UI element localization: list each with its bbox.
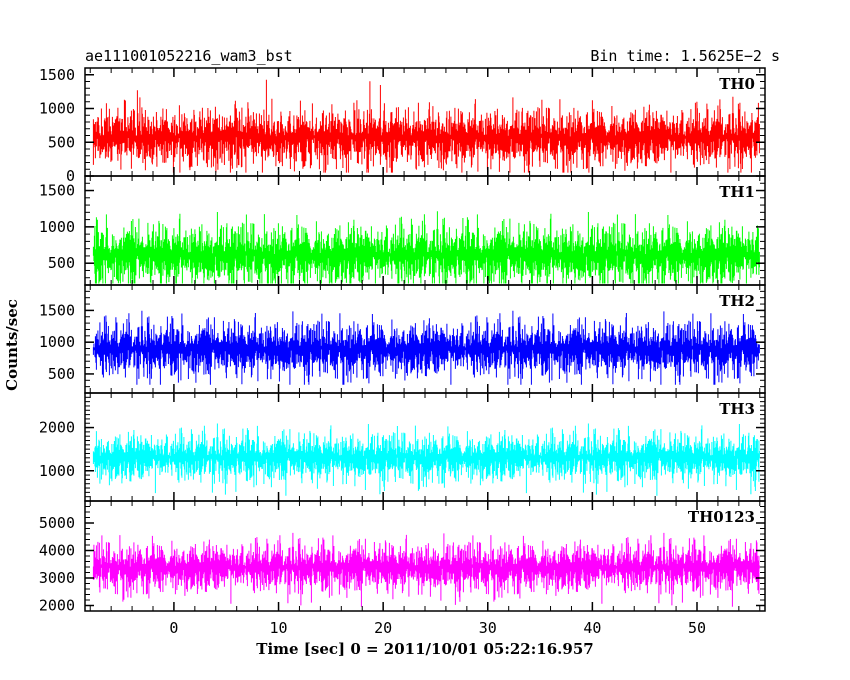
x-tick-label: 50 (688, 619, 706, 637)
x-axis-label: Time [sec] 0 = 2011/10/01 05:22:16.957 (256, 640, 593, 658)
y-tick-label: 1000 (39, 462, 75, 480)
y-tick-label: 4000 (39, 542, 75, 560)
y-tick-label: 1000 (39, 333, 75, 351)
y-tick-label: 500 (48, 133, 75, 151)
x-tick-label: 20 (374, 619, 392, 637)
y-tick-label: 500 (48, 254, 75, 272)
y-tick-label: 5000 (39, 514, 75, 532)
chart-subtitle: Bin time: 1.5625E−2 s (590, 47, 780, 65)
y-tick-label: 2000 (39, 597, 75, 615)
series-th0 (92, 79, 760, 173)
x-tick-label: 30 (479, 619, 497, 637)
y-tick-label: 3000 (39, 569, 75, 587)
y-tick-label: 1500 (39, 66, 75, 84)
y-tick-label: 1000 (39, 218, 75, 236)
y-tick-label: 1000 (39, 100, 75, 118)
x-tick-label: 0 (169, 619, 178, 637)
y-tick-label: 500 (48, 365, 75, 383)
series-th0123 (92, 532, 760, 607)
panel-label-th3: TH3 (719, 400, 755, 418)
series-th1 (92, 211, 760, 284)
y-tick-label: 0 (66, 167, 75, 185)
x-tick-label: 10 (270, 619, 288, 637)
y-tick-label: 1500 (39, 301, 75, 319)
panel-label-th0123: TH0123 (688, 508, 755, 526)
x-tick-label: 40 (583, 619, 601, 637)
y-axis-label: Counts/sec (3, 299, 21, 391)
y-tick-label: 1500 (39, 182, 75, 200)
panel-label-th1: TH1 (719, 183, 755, 201)
chart-title: ae111001052216_wam3_bst (85, 47, 293, 65)
series-th3 (92, 423, 760, 496)
y-tick-label: 2000 (39, 419, 75, 437)
panel-label-th0: TH0 (719, 75, 755, 93)
series-th2 (92, 310, 760, 385)
panel-label-th2: TH2 (719, 292, 755, 310)
